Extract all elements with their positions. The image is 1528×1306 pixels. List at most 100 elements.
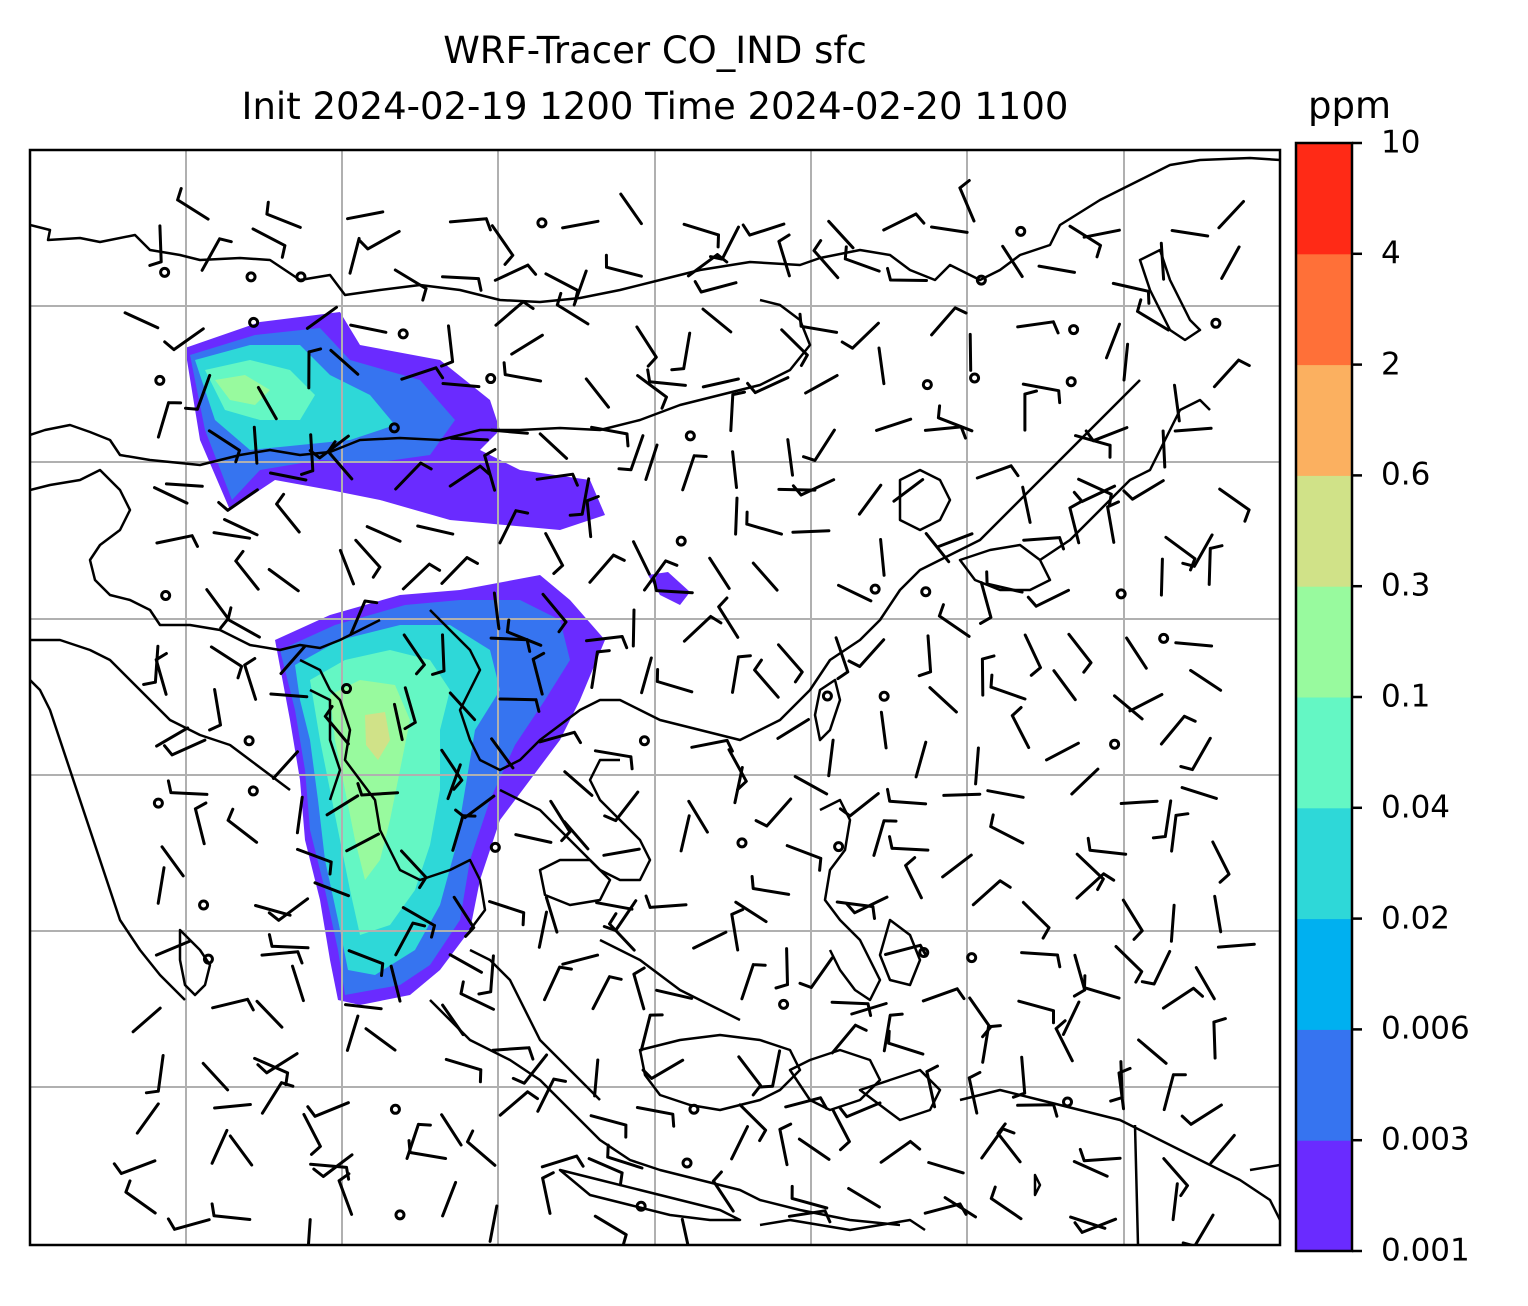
wind-barb bbox=[680, 1217, 690, 1245]
wind-barb bbox=[394, 921, 427, 957]
wind-barb bbox=[153, 486, 189, 505]
wind-barb bbox=[709, 225, 740, 261]
wind-barb bbox=[477, 954, 495, 996]
wind-barb bbox=[921, 987, 966, 1003]
colorbar-tick-label: 0.006 bbox=[1381, 1010, 1470, 1047]
wind-barb bbox=[644, 443, 659, 481]
wind-barb bbox=[1026, 588, 1070, 608]
wind-barb bbox=[205, 588, 230, 630]
wind-barb bbox=[349, 599, 379, 636]
wind-barb bbox=[636, 374, 668, 410]
wind-barb bbox=[269, 471, 308, 482]
wind-barb bbox=[670, 331, 692, 372]
wind-barb bbox=[746, 376, 790, 395]
wind-barb bbox=[267, 897, 310, 922]
wind-barb bbox=[1023, 389, 1038, 432]
wind-barb bbox=[252, 425, 259, 465]
calm-marker bbox=[198, 899, 210, 911]
wind-barb bbox=[687, 799, 709, 834]
wind-barb bbox=[402, 633, 426, 676]
wind-barb bbox=[538, 432, 569, 460]
colorbar-segment bbox=[1296, 253, 1352, 366]
wind-barb bbox=[1105, 322, 1121, 360]
wind-barb bbox=[1084, 426, 1129, 443]
wind-barb bbox=[1072, 484, 1117, 503]
wind-barb bbox=[847, 638, 886, 668]
wind-barb bbox=[1061, 1000, 1081, 1036]
wind-barb bbox=[1220, 245, 1241, 280]
wind-barb bbox=[786, 438, 794, 477]
wind-barb bbox=[804, 374, 839, 395]
wind-barb bbox=[540, 1154, 585, 1169]
wind-barb bbox=[1212, 358, 1251, 389]
wind-barb bbox=[329, 348, 360, 376]
wind-barb bbox=[537, 910, 548, 949]
wind-barb bbox=[217, 488, 259, 512]
wind-barb bbox=[730, 908, 745, 952]
calm-marker bbox=[394, 1209, 406, 1221]
wind-barb bbox=[514, 833, 553, 844]
wind-barb bbox=[1119, 799, 1159, 805]
colorbar-segment bbox=[1296, 697, 1352, 809]
wind-barb bbox=[1216, 942, 1256, 949]
wind-barb bbox=[986, 789, 1025, 799]
wind-barb bbox=[1209, 1133, 1236, 1165]
wind-barb bbox=[267, 568, 300, 593]
wind-barb bbox=[1070, 767, 1100, 796]
wind-barb bbox=[338, 548, 355, 586]
wind-barb bbox=[595, 901, 634, 911]
wind-barb bbox=[708, 556, 731, 590]
wind-barb bbox=[452, 895, 476, 938]
wind-barb bbox=[1173, 426, 1213, 433]
calm-marker bbox=[295, 271, 307, 283]
wind-barb bbox=[1136, 298, 1170, 332]
wind-barb bbox=[1180, 1103, 1223, 1126]
wind-barb bbox=[416, 524, 455, 536]
calm-marker bbox=[154, 374, 166, 386]
wind-barb bbox=[729, 390, 746, 433]
wind-barb bbox=[1159, 714, 1197, 746]
wind-barb bbox=[1194, 966, 1216, 1001]
wind-barb bbox=[631, 608, 636, 648]
wind-barb bbox=[440, 748, 464, 791]
wind-barb bbox=[936, 404, 974, 433]
wind-barb bbox=[441, 382, 481, 389]
wind-barb bbox=[682, 222, 720, 249]
wind-barb bbox=[1045, 741, 1080, 762]
wind-barb bbox=[1181, 533, 1214, 568]
wind-barb bbox=[226, 606, 261, 639]
wind-barb bbox=[346, 210, 385, 221]
wind-barb bbox=[740, 963, 767, 1001]
wind-barb bbox=[488, 1204, 499, 1243]
calm-marker bbox=[159, 266, 171, 278]
wind-barb bbox=[741, 222, 786, 237]
wind-barb bbox=[400, 849, 428, 890]
map-title-line1: WRF-Tracer CO_IND sfc bbox=[443, 29, 867, 72]
wind-barb bbox=[541, 1171, 555, 1215]
wind-barb bbox=[701, 307, 733, 334]
wind-barb bbox=[884, 943, 928, 958]
colorbar-tick-label: 4 bbox=[1381, 235, 1401, 272]
wind-barb bbox=[1161, 429, 1167, 469]
wind-barb bbox=[210, 1202, 252, 1221]
calm-marker bbox=[821, 690, 833, 702]
wind-barb bbox=[606, 1143, 644, 1170]
calm-marker bbox=[536, 217, 548, 229]
wind-barb bbox=[448, 691, 477, 722]
wind-barb bbox=[831, 1108, 851, 1152]
wind-barb bbox=[971, 879, 1012, 907]
wind-barb bbox=[686, 253, 729, 278]
wind-barb bbox=[401, 562, 442, 591]
wind-barb bbox=[1106, 500, 1120, 544]
wind-barb bbox=[652, 577, 694, 595]
wind-barb bbox=[888, 835, 930, 852]
wind-barb bbox=[827, 219, 855, 250]
wind-barb bbox=[798, 312, 839, 334]
wind-barb bbox=[843, 245, 881, 273]
wind-barb bbox=[344, 1003, 383, 1011]
wind-barb bbox=[446, 763, 462, 801]
calm-marker bbox=[635, 1200, 647, 1212]
wind-barb bbox=[306, 1218, 312, 1245]
wind-barb bbox=[1083, 974, 1121, 1000]
wind-barb bbox=[632, 966, 646, 1011]
